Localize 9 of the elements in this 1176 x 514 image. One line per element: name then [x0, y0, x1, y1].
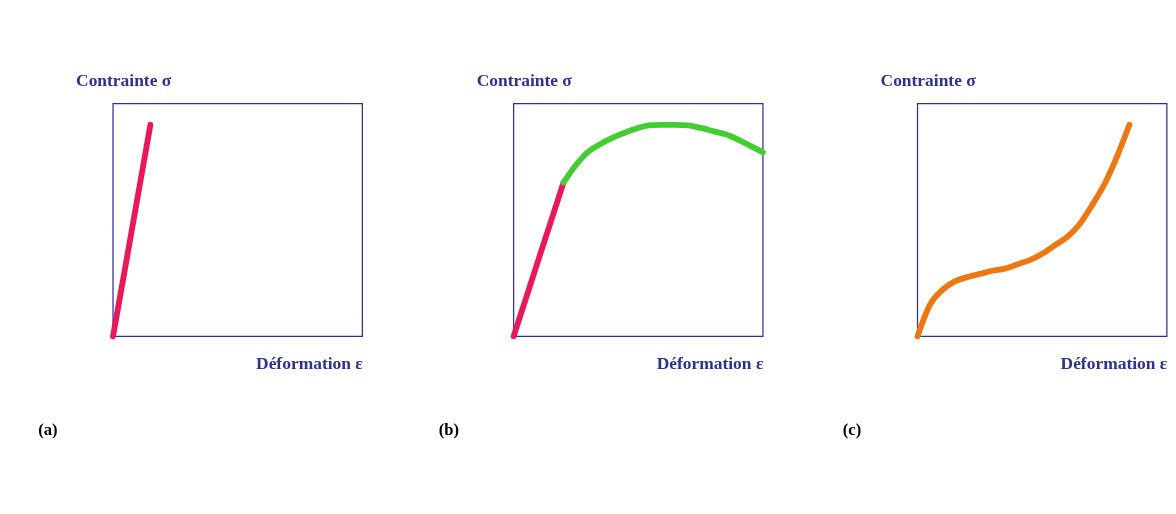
x-axis-title: Déformation ε [1060, 353, 1168, 374]
text: (c) [842, 420, 862, 440]
y-axis-title: Contrainte σ [76, 69, 172, 90]
y-axis-title: Contrainte σ [476, 69, 573, 90]
text: (b) [438, 420, 460, 440]
x-axis-title: Déformation ε [256, 353, 364, 374]
y-axis-title: Contrainte σ [880, 69, 977, 90]
text: (a) [38, 420, 58, 440]
x-axis-title: Déformation ε [656, 353, 764, 374]
